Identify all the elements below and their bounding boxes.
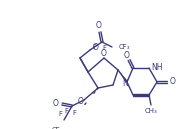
Text: N: N xyxy=(122,79,128,88)
Text: CF₃: CF₃ xyxy=(119,44,130,50)
Text: CH₃: CH₃ xyxy=(145,108,157,114)
Text: O: O xyxy=(101,50,107,58)
Text: O: O xyxy=(124,50,130,59)
Text: O: O xyxy=(96,22,102,30)
Text: F: F xyxy=(102,45,106,51)
Text: O: O xyxy=(78,98,84,107)
Text: O: O xyxy=(53,99,59,107)
Text: F: F xyxy=(58,111,62,117)
Text: F: F xyxy=(92,44,96,50)
Polygon shape xyxy=(118,70,128,83)
Text: F: F xyxy=(72,110,76,116)
Text: O: O xyxy=(93,43,99,53)
Text: F: F xyxy=(64,108,68,114)
Text: O: O xyxy=(170,78,176,87)
Text: CF₃: CF₃ xyxy=(51,127,63,129)
Text: NH: NH xyxy=(151,62,162,71)
